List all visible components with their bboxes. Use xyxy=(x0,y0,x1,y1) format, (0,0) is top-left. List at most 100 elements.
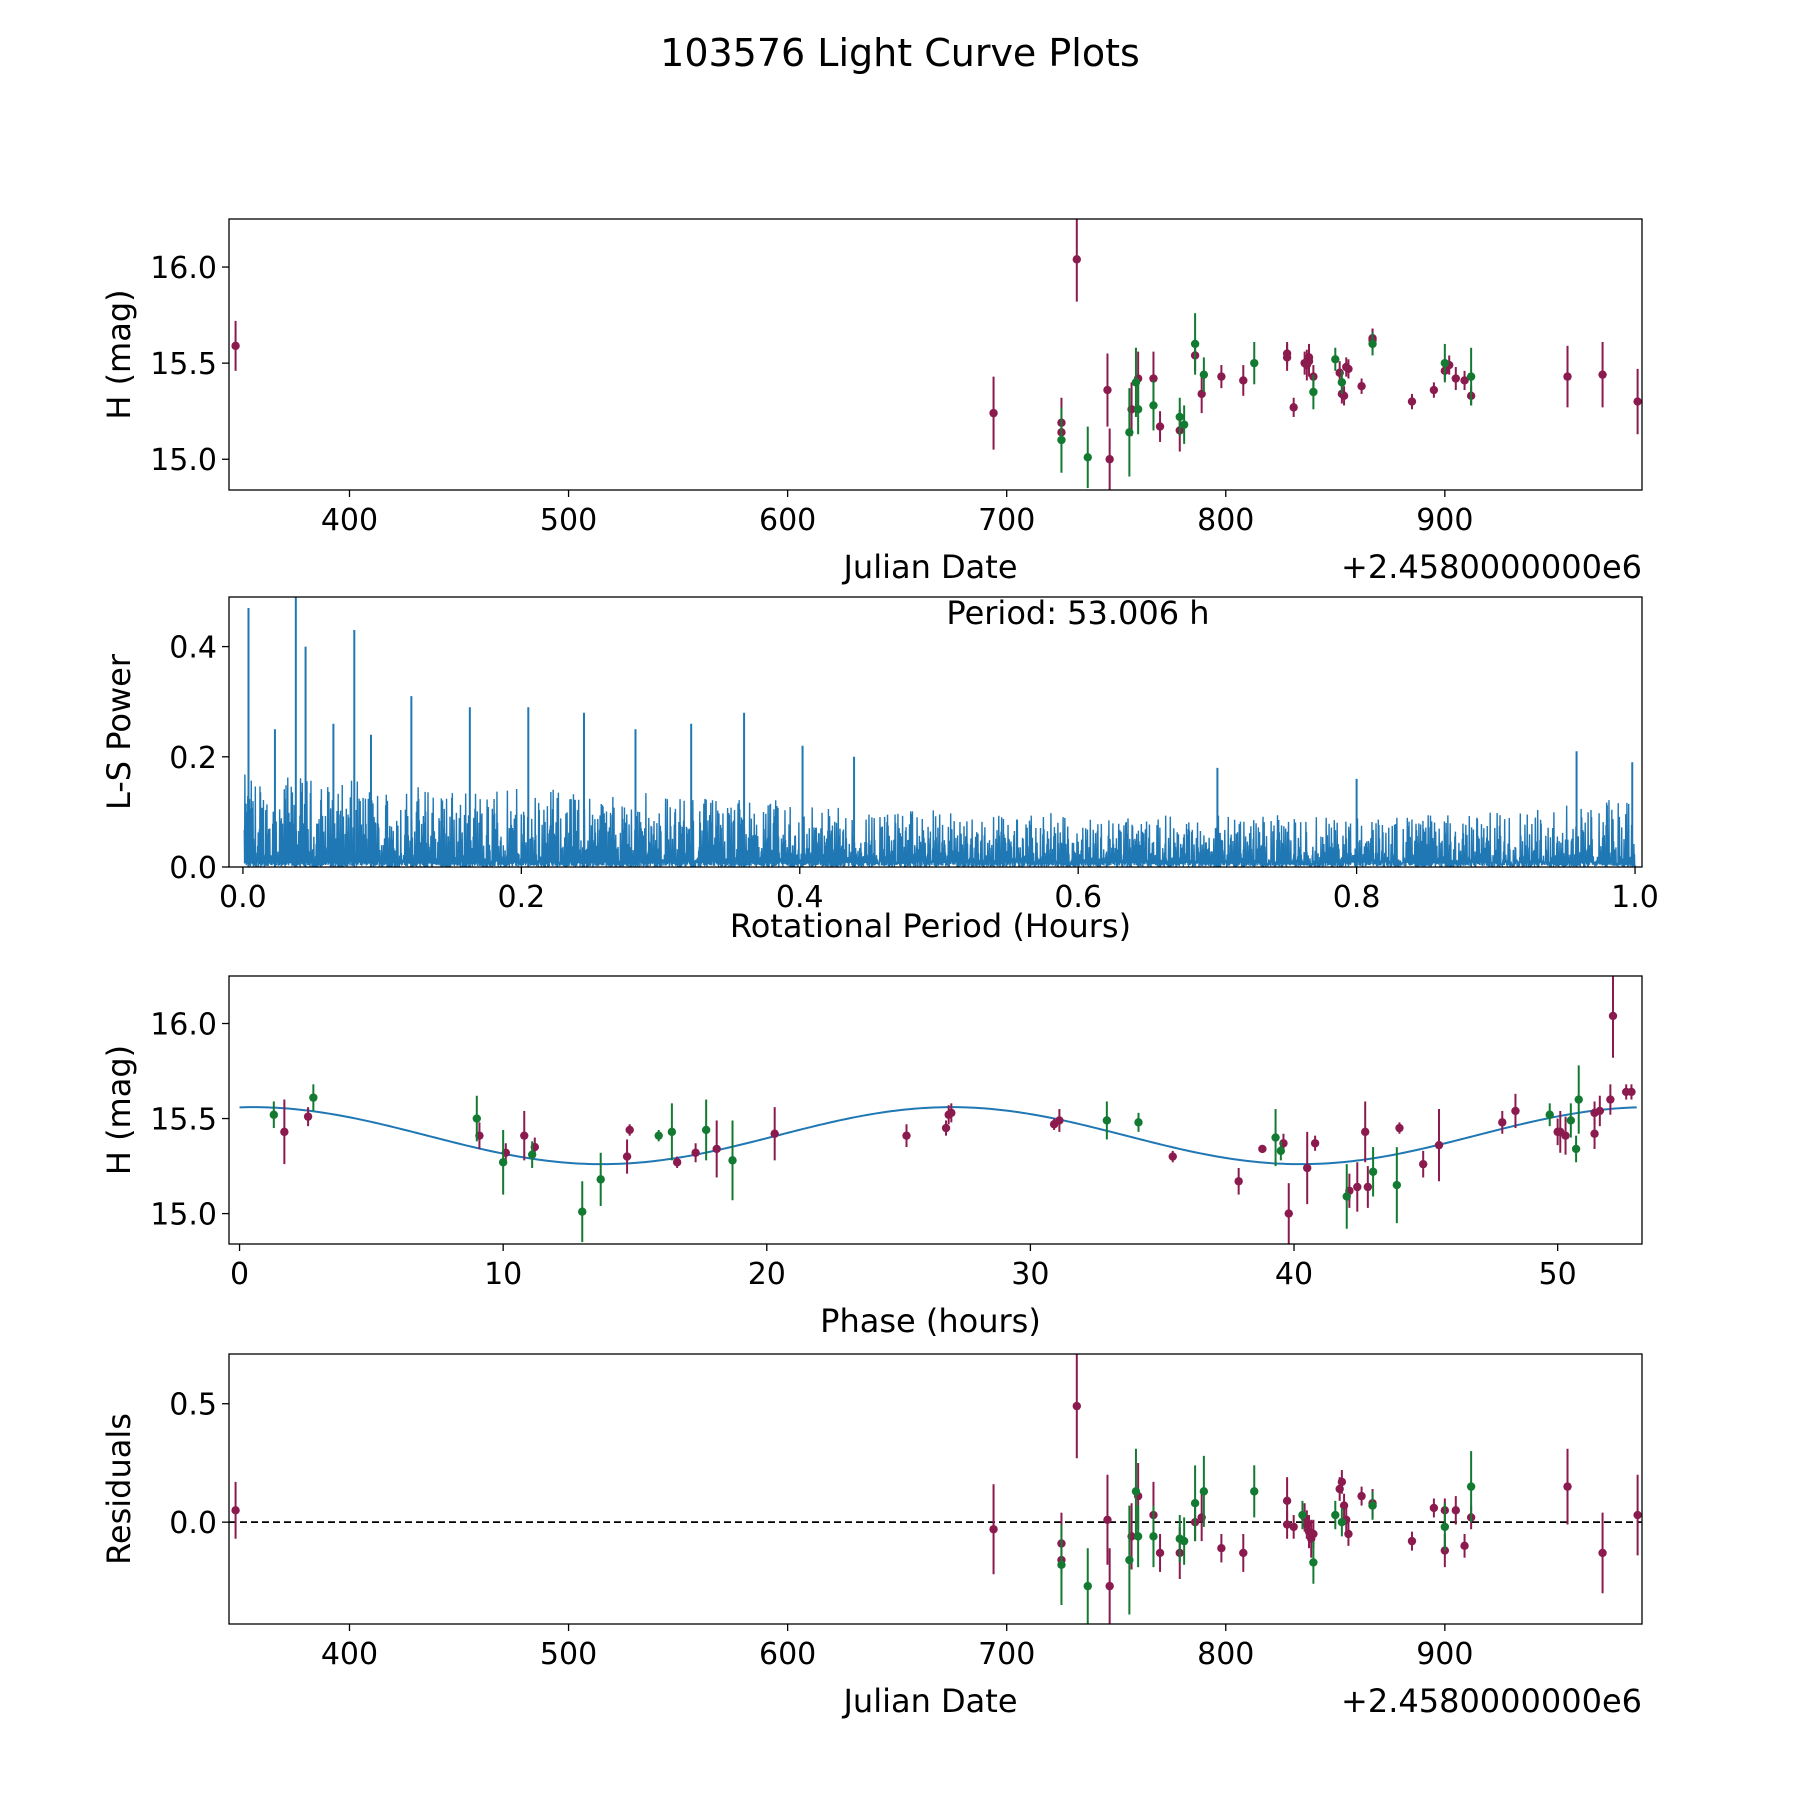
y-tick-label: 0.2 xyxy=(169,741,217,776)
data-point-red xyxy=(1561,1131,1570,1140)
data-point-red xyxy=(902,1131,911,1140)
data-point-red xyxy=(1239,376,1248,385)
data-point-green xyxy=(1179,420,1189,429)
ls-power-series xyxy=(243,774,1636,867)
data-point-green xyxy=(1309,1558,1318,1567)
data-point-green xyxy=(1250,358,1259,368)
data-point-red xyxy=(1440,1546,1450,1555)
data-point-green xyxy=(269,1110,279,1119)
data-point-green xyxy=(472,1114,482,1123)
axes-frame xyxy=(228,975,1643,1245)
x-axis-label: Rotational Period (Hours) xyxy=(730,907,1131,945)
data-point-green xyxy=(1271,1133,1280,1142)
data-point-red xyxy=(1282,1520,1292,1529)
x-tick-label: 700 xyxy=(978,1637,1035,1672)
data-point-red xyxy=(941,1123,951,1133)
x-tick-label: 0.0 xyxy=(219,880,267,915)
data-point-red xyxy=(1217,372,1226,381)
data-point-green xyxy=(1368,1167,1378,1176)
data-point-red xyxy=(1168,1152,1177,1161)
data-point-green xyxy=(1133,405,1143,414)
data-point-green xyxy=(1337,378,1347,387)
data-point-red xyxy=(1339,1501,1349,1510)
data-point-green xyxy=(1337,1517,1347,1527)
x-tick-label: 0.4 xyxy=(776,880,824,915)
y-tick-label: 15.0 xyxy=(150,1198,217,1233)
x-tick-label: 900 xyxy=(1416,503,1473,538)
plot-area-phase xyxy=(239,976,1637,1244)
data-point-green xyxy=(728,1156,737,1165)
y-tick-label: 0.0 xyxy=(169,851,217,886)
data-point-red xyxy=(1434,1140,1444,1150)
data-point-green xyxy=(1250,1487,1259,1496)
data-point-green xyxy=(1331,355,1340,364)
plot-area-ls xyxy=(243,597,1636,867)
data-point-red xyxy=(280,1127,289,1137)
x-tick-label: 10 xyxy=(484,1257,522,1292)
data-point-red xyxy=(1360,1127,1370,1137)
data-point-red xyxy=(712,1144,721,1154)
plot-area-resid xyxy=(229,1354,1642,1624)
data-point-red xyxy=(231,1506,240,1515)
data-point-green xyxy=(701,1125,711,1135)
data-point-red xyxy=(1337,1477,1347,1487)
x-tick-label: 0 xyxy=(230,1257,249,1292)
data-point-green xyxy=(1309,387,1318,397)
data-point-red xyxy=(1451,374,1460,383)
data-point-green xyxy=(309,1093,318,1102)
data-point-green xyxy=(1149,401,1158,410)
axes-frame xyxy=(228,1353,1643,1625)
data-point-red xyxy=(1407,1536,1417,1546)
data-point-red xyxy=(947,1108,956,1118)
x-offset-label: +2.4580000000e6 xyxy=(1341,548,1642,586)
data-point-red xyxy=(1357,382,1366,391)
data-point-green xyxy=(1545,1110,1554,1119)
x-tick-label: 600 xyxy=(759,1637,816,1672)
data-point-red xyxy=(1598,370,1607,379)
data-point-red xyxy=(1155,1548,1165,1558)
data-point-red xyxy=(1563,372,1572,381)
data-point-green xyxy=(578,1207,587,1216)
data-point-green xyxy=(1133,1532,1143,1541)
data-point-red xyxy=(625,1125,634,1135)
axes-frame xyxy=(228,218,1643,491)
y-axis-label: Residuals xyxy=(100,1413,138,1565)
data-point-red xyxy=(1149,374,1158,383)
data-point-green xyxy=(1134,1118,1143,1127)
data-point-red xyxy=(1217,1544,1226,1553)
x-tick-label: 40 xyxy=(1275,1257,1313,1292)
y-tick-label: 15.0 xyxy=(150,443,217,478)
data-point-green xyxy=(1149,1532,1158,1541)
data-point-red xyxy=(1284,1209,1293,1218)
data-point-red xyxy=(1407,397,1417,406)
data-point-red xyxy=(1429,1503,1439,1513)
y-tick-label: 0.0 xyxy=(169,1506,217,1541)
data-point-green xyxy=(1083,1581,1092,1591)
y-tick-label: 16.0 xyxy=(150,1008,217,1043)
x-tick-label: 1.0 xyxy=(1611,880,1659,915)
data-point-red xyxy=(1105,1581,1114,1591)
data-point-green xyxy=(1199,1487,1209,1496)
data-point-green xyxy=(1440,1522,1450,1532)
data-point-green xyxy=(527,1150,537,1159)
data-point-red xyxy=(1103,1515,1112,1524)
data-point-red xyxy=(1105,455,1114,464)
axes-frame xyxy=(228,596,1643,868)
data-point-green xyxy=(1102,1116,1112,1125)
data-point-green xyxy=(1368,1501,1377,1510)
data-point-red xyxy=(1103,385,1112,395)
x-tick-label: 700 xyxy=(978,503,1035,538)
data-point-red xyxy=(1310,1139,1320,1148)
data-point-red xyxy=(672,1158,682,1167)
data-point-green xyxy=(1057,1560,1066,1569)
data-point-red xyxy=(1451,1506,1460,1515)
data-point-red xyxy=(1606,1095,1615,1104)
x-offset-label: +2.4580000000e6 xyxy=(1341,1682,1642,1720)
x-tick-label: 20 xyxy=(748,1257,786,1292)
panel-lc: 400 500 600 700 800 900 15.0 15.5 16.0 Julian Dat… xyxy=(100,218,1643,586)
data-point-red xyxy=(1590,1129,1599,1138)
data-point-red xyxy=(1304,357,1314,366)
data-point-red xyxy=(1363,1182,1373,1192)
data-point-red xyxy=(1055,1116,1064,1125)
